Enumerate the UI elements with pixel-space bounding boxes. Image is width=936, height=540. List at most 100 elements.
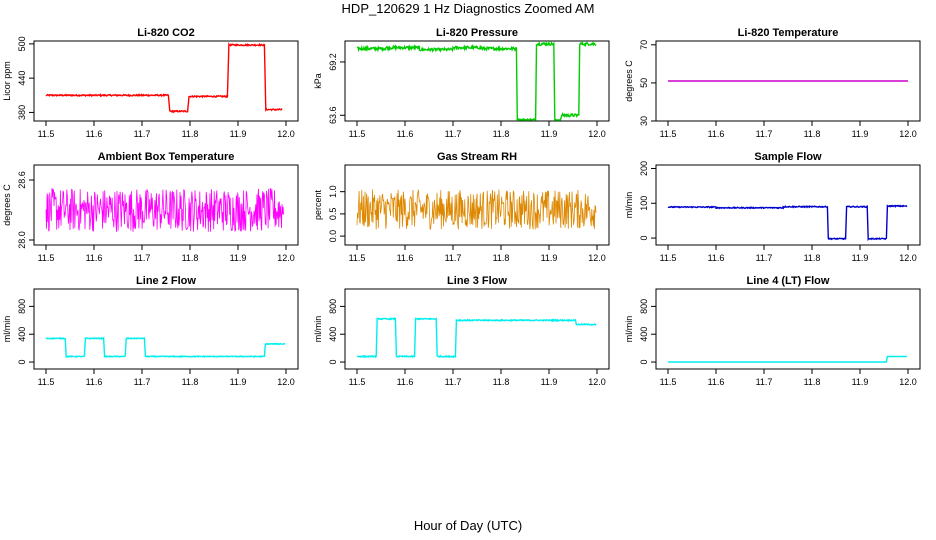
- chart-panel-4: Ambient Box Temperature 11.5 11.6 11.7 11.8 1…: [2, 151, 299, 263]
- x-tick-label: 11.7: [445, 253, 462, 263]
- y-axis-label: degrees C: [2, 184, 12, 226]
- x-tick-label: 11.9: [230, 129, 247, 139]
- plot-frame: [33, 40, 299, 122]
- series-line: [667, 204, 908, 242]
- panel-title: Line 3 Flow: [447, 275, 507, 287]
- y-tick-label: 0: [17, 360, 27, 365]
- y-tick-label: 0: [639, 360, 649, 365]
- chart-panel-3: Li-820 Temperature 11.5 11.6 11.7 11.8 11.9 12…: [624, 27, 921, 139]
- y-axis-label: degrees C: [624, 60, 634, 102]
- x-tick-label: 11.5: [38, 253, 55, 263]
- y-axis-label: ml/min: [2, 316, 12, 343]
- x-tick-label: 12.0: [277, 129, 295, 139]
- x-tick-label: 11.8: [182, 253, 199, 263]
- panel-title: Li-820 CO2: [137, 27, 194, 39]
- x-tick-label: 11.7: [445, 377, 462, 387]
- y-axis-label: ml/min: [313, 316, 323, 343]
- x-tick-label: 11.6: [708, 129, 725, 139]
- x-tick-label: 11.7: [134, 253, 151, 263]
- x-tick-label: 11.7: [756, 377, 773, 387]
- series-line: [668, 355, 907, 363]
- chart-panel-8: Line 3 Flow 11.5 11.6 11.7 11.8 11.9 12.0 0 400 8…: [313, 275, 610, 387]
- series-line: [356, 189, 597, 231]
- x-tick-label: 11.6: [86, 253, 103, 263]
- y-tick-label: 69.2: [328, 53, 338, 71]
- y-tick-label: 70: [639, 40, 649, 50]
- series-line: [356, 317, 597, 359]
- x-tick-label: 12.0: [899, 253, 917, 263]
- y-tick-label: 0.5: [328, 208, 338, 221]
- panel-title: Sample Flow: [754, 151, 822, 163]
- panel-title: Li-820 Temperature: [738, 27, 839, 39]
- x-tick-label: 11.9: [541, 377, 558, 387]
- plot-frame: [655, 164, 921, 246]
- x-tick-label: 11.8: [493, 377, 510, 387]
- panel-title: Gas Stream RH: [437, 151, 517, 163]
- y-tick-label: 0: [639, 236, 649, 241]
- y-tick-label: 30: [639, 116, 649, 126]
- y-tick-label: 28.6: [17, 171, 27, 189]
- x-tick-label: 12.0: [899, 129, 917, 139]
- x-tick-label: 11.5: [660, 129, 677, 139]
- plot-frame: [33, 164, 299, 246]
- plot-frame: [33, 288, 299, 370]
- panel-title: Line 2 Flow: [136, 275, 196, 287]
- y-tick-label: 800: [639, 299, 649, 314]
- chart-panel-2: Li-820 Pressure 11.5 11.6 11.7 11.8 11.9 12.0 6…: [313, 27, 610, 139]
- x-tick-label: 11.9: [852, 377, 869, 387]
- plot-frame: [344, 40, 610, 122]
- panel-title: Line 4 (LT) Flow: [747, 275, 830, 287]
- x-tick-label: 12.0: [899, 377, 917, 387]
- x-tick-label: 11.8: [182, 129, 199, 139]
- x-tick-label: 11.9: [541, 129, 558, 139]
- y-tick-label: 400: [17, 327, 27, 342]
- x-tick-label: 11.6: [397, 377, 414, 387]
- plot-frame: [344, 288, 610, 370]
- y-axis-label: Licor ppm: [2, 61, 12, 101]
- x-tick-label: 11.9: [230, 377, 247, 387]
- y-axis-label: ml/min: [624, 316, 634, 343]
- x-tick-label: 11.9: [852, 129, 869, 139]
- x-tick-label: 11.6: [86, 129, 103, 139]
- page-x-axis-label: Hour of Day (UTC): [413, 518, 523, 533]
- chart-panel-7: Line 2 Flow 11.5 11.6 11.7 11.8 11.9 12.0 0 400 8…: [2, 275, 299, 387]
- series-line: [356, 40, 597, 122]
- x-tick-label: 11.5: [349, 377, 366, 387]
- plot-frame: [344, 164, 610, 246]
- y-tick-label: 0.0: [328, 230, 338, 243]
- y-tick-label: 100: [639, 196, 649, 211]
- x-tick-label: 11.7: [756, 253, 773, 263]
- x-tick-label: 11.9: [230, 253, 247, 263]
- plot-frame: [655, 288, 921, 370]
- y-tick-label: 200: [639, 161, 649, 176]
- chart-panel-6: Sample Flow 11.5 11.6 11.7 11.8 11.9 12.0 0 100 2…: [624, 151, 921, 263]
- panel-title: Ambient Box Temperature: [98, 151, 235, 163]
- y-tick-label: 800: [17, 299, 27, 314]
- x-tick-label: 11.5: [349, 253, 366, 263]
- x-tick-label: 11.8: [804, 377, 821, 387]
- x-tick-label: 11.7: [756, 129, 773, 139]
- chart-panel-5: Gas Stream RH 11.5 11.6 11.7 11.8 11.9 12.0 0.0…: [313, 151, 610, 263]
- y-axis-label: kPa: [313, 73, 323, 89]
- y-tick-label: 50: [639, 78, 649, 88]
- series-line: [45, 41, 283, 114]
- y-tick-label: 400: [639, 327, 649, 342]
- y-tick-label: 500: [17, 36, 27, 51]
- page-title: HDP_120629 1 Hz Diagnostics Zoomed AM: [341, 1, 595, 16]
- x-tick-label: 11.8: [182, 377, 199, 387]
- x-tick-label: 12.0: [277, 253, 295, 263]
- x-tick-label: 12.0: [588, 129, 606, 139]
- x-tick-label: 11.5: [38, 129, 55, 139]
- x-tick-label: 11.5: [349, 129, 366, 139]
- chart-panel-9: Line 4 (LT) Flow 11.5 11.6 11.7 11.8 11.9 12.0…: [624, 275, 921, 387]
- x-tick-label: 11.5: [660, 377, 677, 387]
- series-line: [45, 336, 286, 359]
- y-tick-label: 0: [328, 360, 338, 365]
- y-tick-label: 400: [328, 327, 338, 342]
- y-tick-label: 380: [17, 105, 27, 120]
- x-tick-label: 12.0: [588, 253, 606, 263]
- x-tick-label: 11.8: [493, 253, 510, 263]
- x-tick-label: 11.6: [397, 253, 414, 263]
- x-tick-label: 11.8: [493, 129, 510, 139]
- x-tick-label: 12.0: [588, 377, 606, 387]
